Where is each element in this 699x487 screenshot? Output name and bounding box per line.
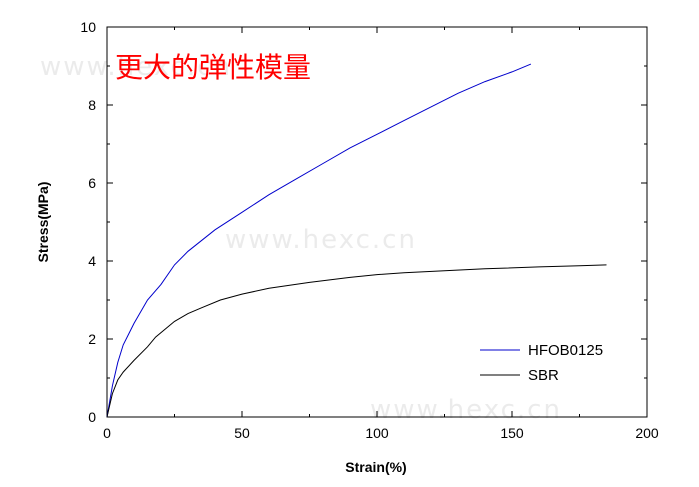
x-tick-label: 0 bbox=[103, 425, 111, 441]
watermark-layer: www.hexc.cn www.hexc.cn www.hexc.cn bbox=[40, 52, 562, 425]
x-tick-label: 150 bbox=[500, 425, 524, 441]
x-axis-title: Strain(%) bbox=[345, 459, 406, 475]
y-tick-label: 10 bbox=[80, 19, 96, 35]
watermark-text: www.hexc.cn bbox=[225, 225, 417, 255]
watermark-text: www.hexc.cn bbox=[370, 395, 562, 425]
legend-label-sbr: SBR bbox=[528, 367, 559, 384]
y-axis-title: Stress(MPa) bbox=[35, 182, 51, 263]
y-tick-label: 0 bbox=[88, 409, 96, 425]
watermark-text: www.hexc.cn bbox=[40, 52, 232, 82]
x-tick-label: 100 bbox=[365, 425, 389, 441]
y-tick-label: 2 bbox=[88, 331, 96, 347]
axis-ticks: 0 50 100 150 200 0 2 4 6 8 10 bbox=[80, 19, 658, 441]
annotation-text: 更大的弹性模量 bbox=[115, 51, 311, 84]
series-line-sbr bbox=[106, 264, 607, 418]
legend-label-hfob0125: HFOB0125 bbox=[528, 342, 603, 359]
x-tick-label: 50 bbox=[234, 425, 250, 441]
series-line-hfob0125 bbox=[106, 63, 532, 418]
y-tick-label: 8 bbox=[88, 97, 96, 113]
x-tick-label: 200 bbox=[635, 425, 659, 441]
y-tick-label: 6 bbox=[88, 175, 96, 191]
legend: HFOB0125 SBR bbox=[480, 342, 603, 384]
series-lines bbox=[106, 63, 607, 418]
y-tick-label: 4 bbox=[88, 253, 96, 269]
